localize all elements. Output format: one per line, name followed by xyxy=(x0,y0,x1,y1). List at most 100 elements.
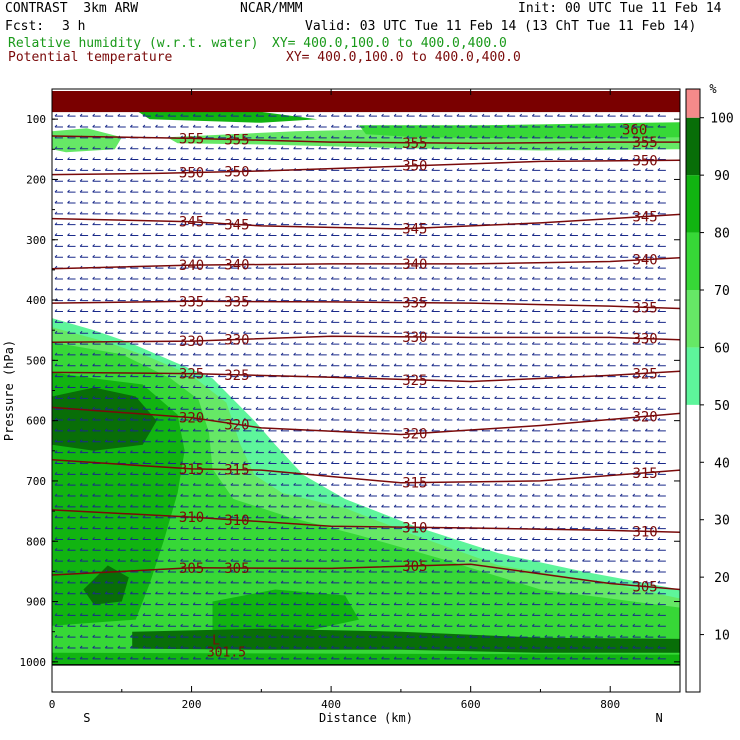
wind-arrow xyxy=(506,189,516,193)
wind-arrow xyxy=(356,178,365,182)
wind-arrow xyxy=(632,428,641,432)
wind-arrow xyxy=(368,309,377,313)
wind-arrow xyxy=(594,254,604,258)
wind-arrow xyxy=(456,124,465,128)
wind-arrow xyxy=(180,417,189,421)
wind-arrow xyxy=(129,178,139,182)
wind-arrow xyxy=(167,526,177,530)
wind-arrow xyxy=(619,276,629,280)
wind-arrow xyxy=(280,222,290,226)
wind-arrow xyxy=(443,547,453,551)
wind-arrow xyxy=(443,124,453,128)
wind-arrow xyxy=(456,504,465,508)
wind-arrow xyxy=(418,211,428,215)
wind-arrow xyxy=(129,146,139,150)
wind-arrow xyxy=(381,254,390,258)
wind-arrow xyxy=(644,569,654,573)
wind-arrow xyxy=(406,265,415,269)
wind-arrow xyxy=(92,298,101,302)
wind-arrow xyxy=(582,341,591,345)
contour-label-315: 315 xyxy=(402,476,427,492)
wind-arrow xyxy=(155,461,164,464)
wind-arrow xyxy=(531,558,541,562)
wind-arrow xyxy=(632,265,641,269)
wind-arrow xyxy=(230,613,239,616)
wind-arrow xyxy=(305,450,315,454)
wind-arrow xyxy=(406,645,415,649)
wind-arrow xyxy=(619,634,629,638)
wind-arrow xyxy=(569,547,578,551)
wind-arrow xyxy=(494,124,503,128)
wind-arrow xyxy=(79,634,89,638)
wind-arrow xyxy=(356,222,365,226)
contour-label-355: 355 xyxy=(402,136,427,152)
wind-arrow xyxy=(443,265,453,269)
wind-arrow xyxy=(117,613,126,616)
wind-arrow xyxy=(506,613,516,616)
wind-arrow xyxy=(619,461,629,464)
wind-arrow xyxy=(544,613,553,616)
wind-arrow xyxy=(180,526,189,530)
wind-arrow xyxy=(569,363,578,367)
wind-arrow xyxy=(67,189,76,193)
wind-arrow xyxy=(594,330,604,334)
wind-arrow xyxy=(180,178,189,182)
wind-arrow xyxy=(356,406,365,410)
wind-arrow xyxy=(657,558,666,562)
wind-arrow xyxy=(431,547,440,551)
wind-arrow xyxy=(142,168,151,171)
wind-arrow xyxy=(268,634,277,638)
wind-arrow xyxy=(155,320,164,323)
wind-arrow xyxy=(92,613,101,616)
wind-arrow xyxy=(594,504,604,508)
wind-arrow xyxy=(117,298,126,302)
wind-arrow xyxy=(293,450,302,454)
wind-arrow xyxy=(456,254,465,258)
wind-arrow xyxy=(506,124,516,128)
wind-arrow xyxy=(393,558,403,562)
wind-arrow xyxy=(456,320,465,323)
wind-arrow xyxy=(230,482,239,486)
wind-arrow xyxy=(330,135,340,139)
wind-arrow xyxy=(318,547,327,551)
wind-arrow xyxy=(243,493,252,497)
wind-arrow xyxy=(544,200,553,204)
wind-arrow xyxy=(456,222,465,226)
wind-arrow xyxy=(544,417,553,421)
wind-arrow xyxy=(180,537,189,540)
wind-arrow xyxy=(657,417,666,421)
wind-arrow xyxy=(406,298,415,302)
wind-arrow xyxy=(243,341,252,345)
wind-arrow xyxy=(644,385,654,388)
wind-arrow xyxy=(393,417,403,421)
wind-arrow xyxy=(142,439,151,443)
wind-arrow xyxy=(393,591,403,595)
contour-label-305: 305 xyxy=(179,561,204,577)
wind-arrow xyxy=(230,309,239,313)
wind-arrow xyxy=(255,113,264,117)
colorbar-tick-label: 100 xyxy=(710,112,733,127)
wind-arrow xyxy=(217,168,227,171)
wind-arrow xyxy=(456,591,465,595)
wind-arrow xyxy=(431,515,440,519)
wind-arrow xyxy=(506,428,516,432)
wind-arrow xyxy=(644,124,654,128)
wind-arrow xyxy=(155,385,164,388)
wind-arrow xyxy=(569,450,578,454)
wind-arrow xyxy=(557,645,566,649)
wind-arrow xyxy=(142,124,151,128)
wind-arrow xyxy=(167,634,177,638)
wind-arrow xyxy=(632,526,641,530)
wind-arrow xyxy=(104,450,114,454)
wind-arrow xyxy=(481,395,491,399)
wind-arrow xyxy=(217,200,227,204)
wind-arrow xyxy=(230,417,239,421)
wind-arrow xyxy=(368,189,377,193)
wind-arrow xyxy=(280,645,290,649)
x-end-label-north: N xyxy=(655,711,662,725)
wind-arrow xyxy=(657,591,666,595)
wind-arrow xyxy=(519,178,528,182)
wind-arrow xyxy=(117,493,126,497)
wind-arrow xyxy=(104,623,114,627)
wind-arrow xyxy=(67,450,76,454)
